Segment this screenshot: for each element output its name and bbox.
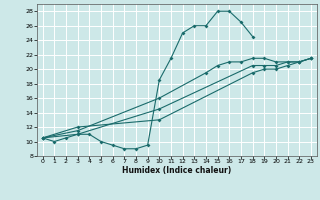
X-axis label: Humidex (Indice chaleur): Humidex (Indice chaleur) [122, 166, 231, 175]
